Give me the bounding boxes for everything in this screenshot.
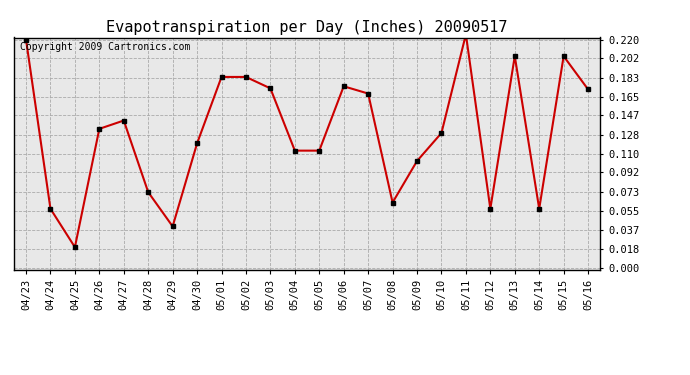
Title: Evapotranspiration per Day (Inches) 20090517: Evapotranspiration per Day (Inches) 2009… — [106, 20, 508, 35]
Text: Copyright 2009 Cartronics.com: Copyright 2009 Cartronics.com — [19, 42, 190, 52]
